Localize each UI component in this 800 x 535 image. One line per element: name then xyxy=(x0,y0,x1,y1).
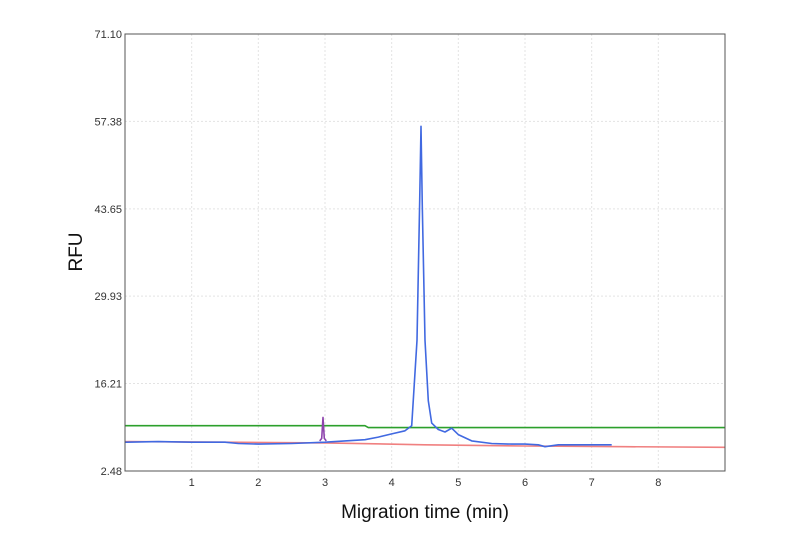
y-tick-label: 43.65 xyxy=(94,204,122,216)
y-tick-label: 71.10 xyxy=(94,29,122,41)
grid-lines xyxy=(125,34,725,471)
y-tick-label: 29.93 xyxy=(94,291,122,303)
y-tick-label: 16.21 xyxy=(94,379,122,391)
y-tick-label: 57.38 xyxy=(94,116,122,128)
x-tick-label: 2 xyxy=(255,477,261,489)
x-tick-label: 7 xyxy=(589,477,595,489)
series-line-3 xyxy=(319,416,327,442)
plot-background xyxy=(125,34,725,471)
y-tick-label: 2.48 xyxy=(101,466,122,478)
x-tick-label: 1 xyxy=(189,477,195,489)
x-tick-label: 3 xyxy=(322,477,328,489)
series-layer xyxy=(124,125,726,449)
x-axis-title: Migration time (min) xyxy=(341,502,509,523)
x-tick-label: 6 xyxy=(522,477,528,489)
tick-labels: 1 2 3 4 5 6 7 8 2.48 16.21 29.93 43.65 57.38 71.10 xyxy=(94,29,661,489)
series-line-4 xyxy=(124,125,612,448)
x-tick-label: 4 xyxy=(389,477,395,489)
plot-frame xyxy=(124,33,726,472)
series-line-1 xyxy=(125,424,725,429)
y-axis-title: RFU xyxy=(66,232,87,271)
x-tick-label: 8 xyxy=(655,477,661,489)
x-tick-label: 5 xyxy=(455,477,461,489)
